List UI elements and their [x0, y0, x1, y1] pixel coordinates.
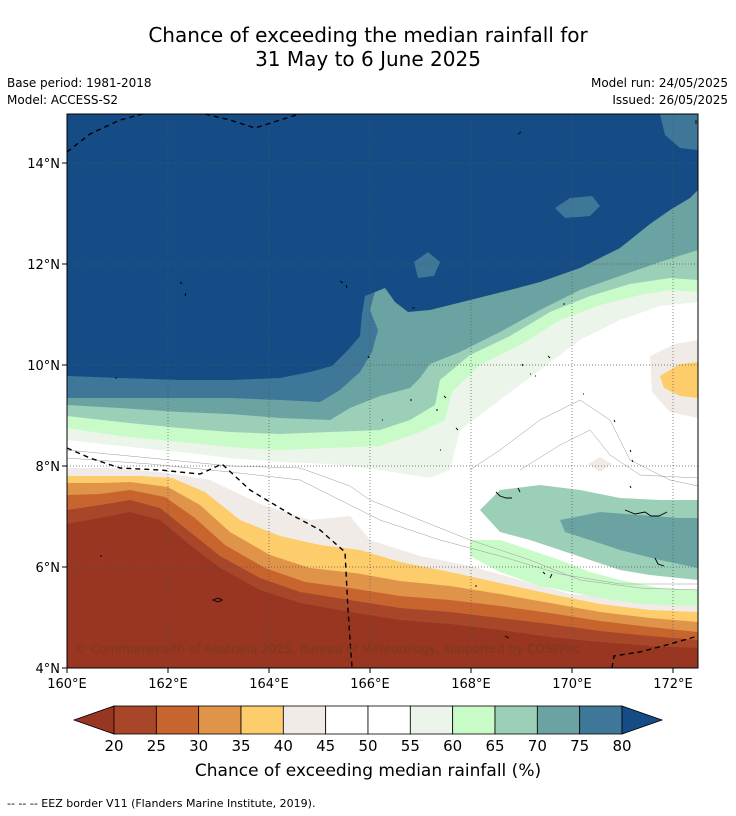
- title-line-2: 31 May to 6 June 2025: [255, 47, 481, 71]
- model-name: Model: ACCESS-S2: [7, 93, 119, 107]
- lat-label: 12°N: [27, 258, 60, 273]
- colorbar-high-extension: [621, 705, 664, 735]
- colorbar-cell: [579, 705, 623, 735]
- band-40-45: [588, 457, 612, 472]
- colorbar-cell: [452, 705, 496, 735]
- colorbar-tick-label: 35: [231, 737, 250, 755]
- colorbar-low-extension: [72, 705, 115, 735]
- copyright-notice: © Commonwealth of Australia 2025, Bureau…: [75, 642, 580, 656]
- colorbar-tick-label: 25: [147, 737, 166, 755]
- colorbar-cell: [494, 705, 538, 735]
- colorbar-tick-label: 55: [401, 737, 420, 755]
- lat-label: 14°N: [27, 157, 60, 172]
- colorbar-tick-label: 65: [485, 737, 504, 755]
- colorbar-cell: [240, 705, 284, 735]
- eez-border: [67, 114, 698, 668]
- title-line-1: Chance of exceeding the median rainfall …: [148, 23, 588, 47]
- lon-label: 164°E: [249, 677, 289, 692]
- lon-label: 162°E: [148, 677, 188, 692]
- band-above-80: [67, 114, 698, 380]
- map-frame: [66, 113, 699, 669]
- base-period: Base period: 1981-2018: [7, 76, 152, 90]
- eez-legend-note: -- -- -- EEZ border V11 (Flanders Marine…: [7, 797, 316, 810]
- colorbar-cell: [282, 705, 327, 735]
- colorbar-cell: [155, 705, 200, 735]
- lon-label: 170°E: [552, 677, 592, 692]
- colorbar-tick-label: 20: [104, 737, 123, 755]
- colorbar-tick-label: 75: [570, 737, 589, 755]
- colorbar: 20 25 30 35 40 45 50 55 60 65 70 75 80: [72, 705, 664, 755]
- colorbar-tick-label: 70: [528, 737, 547, 755]
- colorbar-cell: [409, 705, 454, 735]
- band-75-80: [414, 252, 440, 278]
- islands: [100, 120, 697, 639]
- lat-label: 10°N: [27, 359, 60, 374]
- band-75-80: [660, 114, 698, 150]
- colorbar-tick-label: 30: [189, 737, 208, 755]
- graticule: [67, 114, 698, 668]
- band-60-65: [470, 540, 698, 606]
- model-run: Model run: 24/05/2025: [590, 76, 728, 90]
- band-35-40: [660, 362, 698, 398]
- band-70-75: [560, 512, 698, 568]
- lat-label: 4°N: [36, 662, 61, 677]
- issued-date: Issued: 26/05/2025: [612, 93, 728, 107]
- band-75-80: [555, 196, 600, 218]
- contour-lines: [67, 399, 698, 591]
- colorbar-cell: [536, 705, 581, 735]
- lon-label: 160°E: [47, 677, 87, 692]
- colorbar-cell: [113, 705, 157, 735]
- lon-label: 168°E: [451, 677, 491, 692]
- colorbar-tick-label: 80: [612, 737, 631, 755]
- colorbar-tick-label: 45: [316, 737, 335, 755]
- colorbar-tick-label: 60: [443, 737, 462, 755]
- lat-label: 8°N: [36, 460, 61, 475]
- lon-label: 172°E: [653, 677, 693, 692]
- colorbar-cell: [367, 705, 411, 735]
- colorbar-cell: [325, 705, 369, 735]
- map-panel: [67, 114, 698, 668]
- lon-label: 166°E: [350, 677, 390, 692]
- lat-label: 6°N: [36, 561, 61, 576]
- colorbar-tick-label: 40: [274, 737, 293, 755]
- axis-ticks: [62, 162, 674, 673]
- colorbar-cell: [198, 705, 242, 735]
- colorbar-label: Chance of exceeding median rainfall (%): [194, 761, 542, 781]
- colorbar-tick-label: 50: [358, 737, 377, 755]
